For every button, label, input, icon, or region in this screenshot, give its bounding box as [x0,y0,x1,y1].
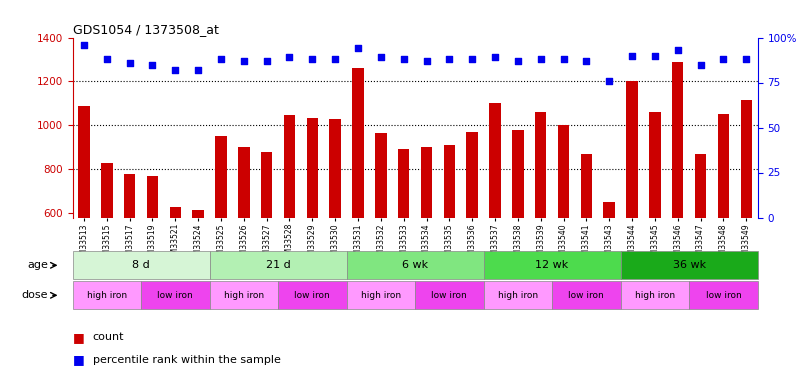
Point [694,62,707,68]
Bar [261,152,272,345]
Bar [672,62,683,345]
Text: ■: ■ [73,331,85,344]
Bar [124,174,135,345]
Bar [330,119,341,345]
Bar [741,100,752,345]
Point [169,67,182,73]
Bar [443,145,455,345]
Bar [101,163,113,345]
Text: GDS1054 / 1373508_at: GDS1054 / 1373508_at [73,23,218,36]
Point [214,56,227,62]
Text: dose: dose [22,290,48,300]
Bar [238,147,250,345]
Bar [535,112,546,345]
Text: 21 d: 21 d [266,260,290,270]
Point [443,56,456,62]
Point [671,47,684,53]
Bar [398,150,409,345]
Text: low iron: low iron [705,291,742,300]
Point [466,56,479,62]
Point [146,62,159,68]
Bar [604,202,615,345]
Text: count: count [93,333,124,342]
Bar [78,105,89,345]
Text: 36 wk: 36 wk [672,260,706,270]
Text: high iron: high iron [87,291,127,300]
Point [374,54,387,60]
Point [329,56,342,62]
Text: high iron: high iron [361,291,401,300]
Text: ■: ■ [73,354,85,366]
Point [100,56,113,62]
Point [557,56,570,62]
Point [534,56,547,62]
Point [260,58,273,64]
Point [283,54,296,60]
Text: low iron: low iron [157,291,193,300]
Point [123,60,136,66]
Point [580,58,593,64]
Bar [558,125,569,345]
Bar [695,154,706,345]
Bar [169,207,181,345]
Point [648,53,661,58]
Point [420,58,433,64]
Point [603,78,616,84]
Bar [489,104,501,345]
Bar [147,176,158,345]
Point [397,56,410,62]
Point [77,42,90,48]
Text: high iron: high iron [224,291,264,300]
Point [625,53,638,58]
Bar [306,118,318,345]
Bar [467,132,478,345]
Text: age: age [27,260,48,270]
Point [717,56,730,62]
Point [488,54,501,60]
Point [351,45,364,51]
Bar [284,116,295,345]
Text: percentile rank within the sample: percentile rank within the sample [93,355,280,365]
Bar [215,136,226,345]
Text: low iron: low iron [294,291,330,300]
Point [237,58,250,64]
Bar [375,133,387,345]
Text: high iron: high iron [498,291,538,300]
Bar [580,154,592,345]
Point [512,58,525,64]
Bar [421,147,432,345]
Point [306,56,319,62]
Text: 6 wk: 6 wk [402,260,428,270]
Text: low iron: low iron [568,291,604,300]
Bar [193,210,204,345]
Text: high iron: high iron [635,291,675,300]
Point [740,56,753,62]
Bar [649,112,661,345]
Text: 12 wk: 12 wk [535,260,569,270]
Bar [352,68,364,345]
Text: low iron: low iron [431,291,467,300]
Bar [512,130,524,345]
Bar [717,114,729,345]
Point [192,67,205,73]
Bar [626,81,638,345]
Text: 8 d: 8 d [132,260,150,270]
